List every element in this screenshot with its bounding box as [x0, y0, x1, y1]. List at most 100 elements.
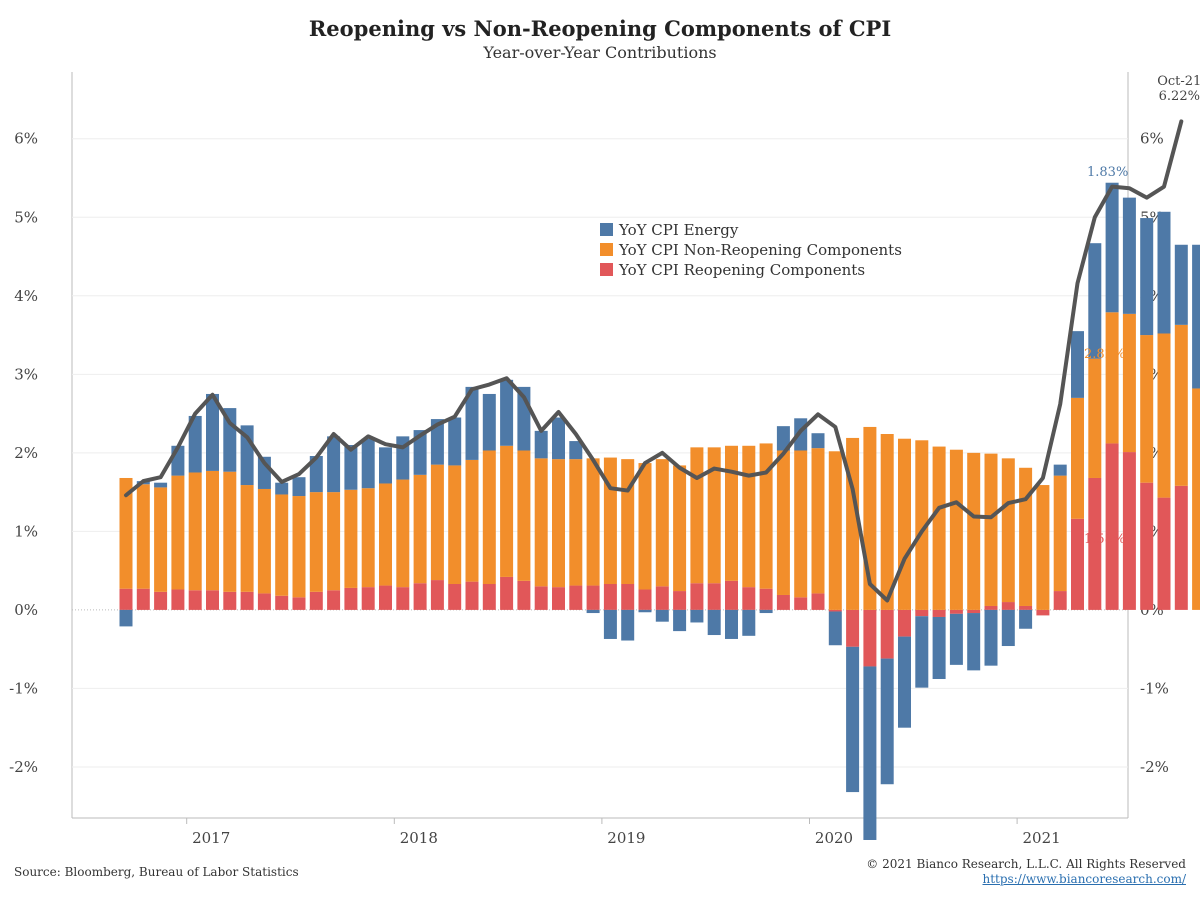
bar-energy [448, 417, 462, 466]
bar-energy [828, 611, 842, 646]
bar-non-reopening [136, 484, 150, 589]
bar-energy [621, 609, 635, 641]
bar-non-reopening [828, 451, 842, 610]
x-tick-label: 2020 [815, 829, 853, 847]
bar-non-reopening [482, 450, 496, 584]
bar-non-reopening [638, 463, 652, 590]
bar-non-reopening [448, 465, 462, 584]
bar-non-reopening [379, 483, 392, 586]
bar-energy [655, 609, 669, 622]
bar-energy [292, 477, 306, 497]
y-tick-label-left: 1% [14, 522, 38, 540]
bar-reopening [136, 588, 150, 610]
website-link[interactable]: https://www.biancoresearch.com/ [982, 872, 1186, 886]
bar-reopening [725, 580, 738, 610]
bar-reopening [361, 587, 375, 610]
bar-non-reopening [1053, 475, 1067, 592]
bar-reopening [638, 589, 652, 610]
bar-reopening [1001, 602, 1015, 610]
bar-non-reopening [292, 496, 306, 598]
bar-non-reopening [1105, 312, 1119, 444]
bar-reopening [1071, 518, 1084, 610]
bar-energy [275, 482, 289, 495]
bar-non-reopening [327, 492, 341, 591]
bar-reopening [949, 609, 963, 614]
bar-reopening [898, 609, 911, 637]
bar-reopening [828, 609, 842, 612]
y-tick-label-right: -1% [1140, 679, 1169, 697]
bar-energy [119, 609, 133, 627]
bar-energy [1192, 244, 1200, 389]
y-tick-label-left: 4% [14, 287, 38, 305]
bar-reopening [794, 597, 808, 610]
y-tick-label-left: 0% [14, 601, 38, 619]
bar-energy [725, 609, 738, 639]
chart-title: Reopening vs Non-Reopening Components of… [308, 16, 892, 41]
x-tick-label: 2019 [607, 829, 645, 847]
reopening-value-label: 1.58% [1084, 532, 1125, 547]
bar-reopening [707, 583, 721, 610]
bar-energy [361, 438, 375, 489]
bar-non-reopening [223, 471, 237, 592]
legend-non-reopening-swatch [600, 243, 613, 256]
bar-energy [984, 609, 998, 666]
bar-non-reopening [552, 459, 565, 588]
bar-reopening [1174, 485, 1188, 610]
bar-reopening [154, 591, 168, 610]
bar-non-reopening [811, 448, 825, 594]
bar-non-reopening [119, 477, 133, 589]
bar-non-reopening [413, 474, 427, 584]
bar-energy [586, 609, 600, 614]
bar-energy [932, 616, 946, 680]
last-total-label: 6.22% [1159, 89, 1200, 104]
bar-energy [206, 393, 219, 471]
bar-non-reopening [759, 443, 773, 589]
bar-reopening [517, 580, 531, 610]
bar-reopening [863, 609, 877, 667]
bar-energy [1122, 197, 1136, 314]
bar-non-reopening [1088, 358, 1102, 478]
bar-reopening [586, 585, 600, 610]
bar-reopening [1140, 482, 1154, 610]
bar-non-reopening [707, 447, 721, 584]
bar-reopening [846, 609, 860, 647]
bar-reopening [673, 591, 687, 610]
bar-reopening [119, 588, 133, 610]
bar-non-reopening [1174, 324, 1188, 486]
bar-energy [1105, 182, 1119, 313]
bar-reopening [569, 585, 583, 610]
bar-non-reopening [621, 459, 635, 584]
bar-energy [188, 415, 202, 473]
bar-reopening [413, 583, 427, 610]
bar-energy [811, 433, 825, 449]
bar-energy [898, 636, 911, 728]
bar-energy [413, 430, 427, 475]
bar-energy [1174, 244, 1188, 325]
bar-energy [1019, 609, 1033, 629]
bar-reopening [1019, 605, 1033, 610]
bar-reopening [327, 590, 341, 610]
bar-non-reopening [154, 487, 168, 592]
bar-reopening [257, 593, 271, 610]
bar-reopening [396, 587, 410, 610]
bar-non-reopening [1140, 335, 1154, 483]
bar-energy [1088, 243, 1102, 359]
bar-non-reopening [344, 489, 358, 588]
bar-energy [742, 609, 756, 636]
bar-non-reopening [915, 440, 929, 610]
bar-reopening [206, 590, 219, 610]
bar-non-reopening [1157, 333, 1171, 498]
y-tick-label-left: 5% [14, 208, 38, 226]
bar-energy [967, 613, 981, 671]
bar-non-reopening [517, 450, 531, 581]
bar-reopening [1053, 591, 1067, 610]
bar-energy [759, 609, 773, 614]
bar-reopening [984, 605, 998, 610]
bar-energy [534, 430, 548, 459]
bar-energy [482, 393, 496, 451]
bar-reopening [448, 583, 462, 610]
bar-energy [915, 616, 929, 688]
bar-reopening [655, 586, 669, 610]
chart-subtitle: Year-over-Year Contributions [483, 43, 717, 62]
